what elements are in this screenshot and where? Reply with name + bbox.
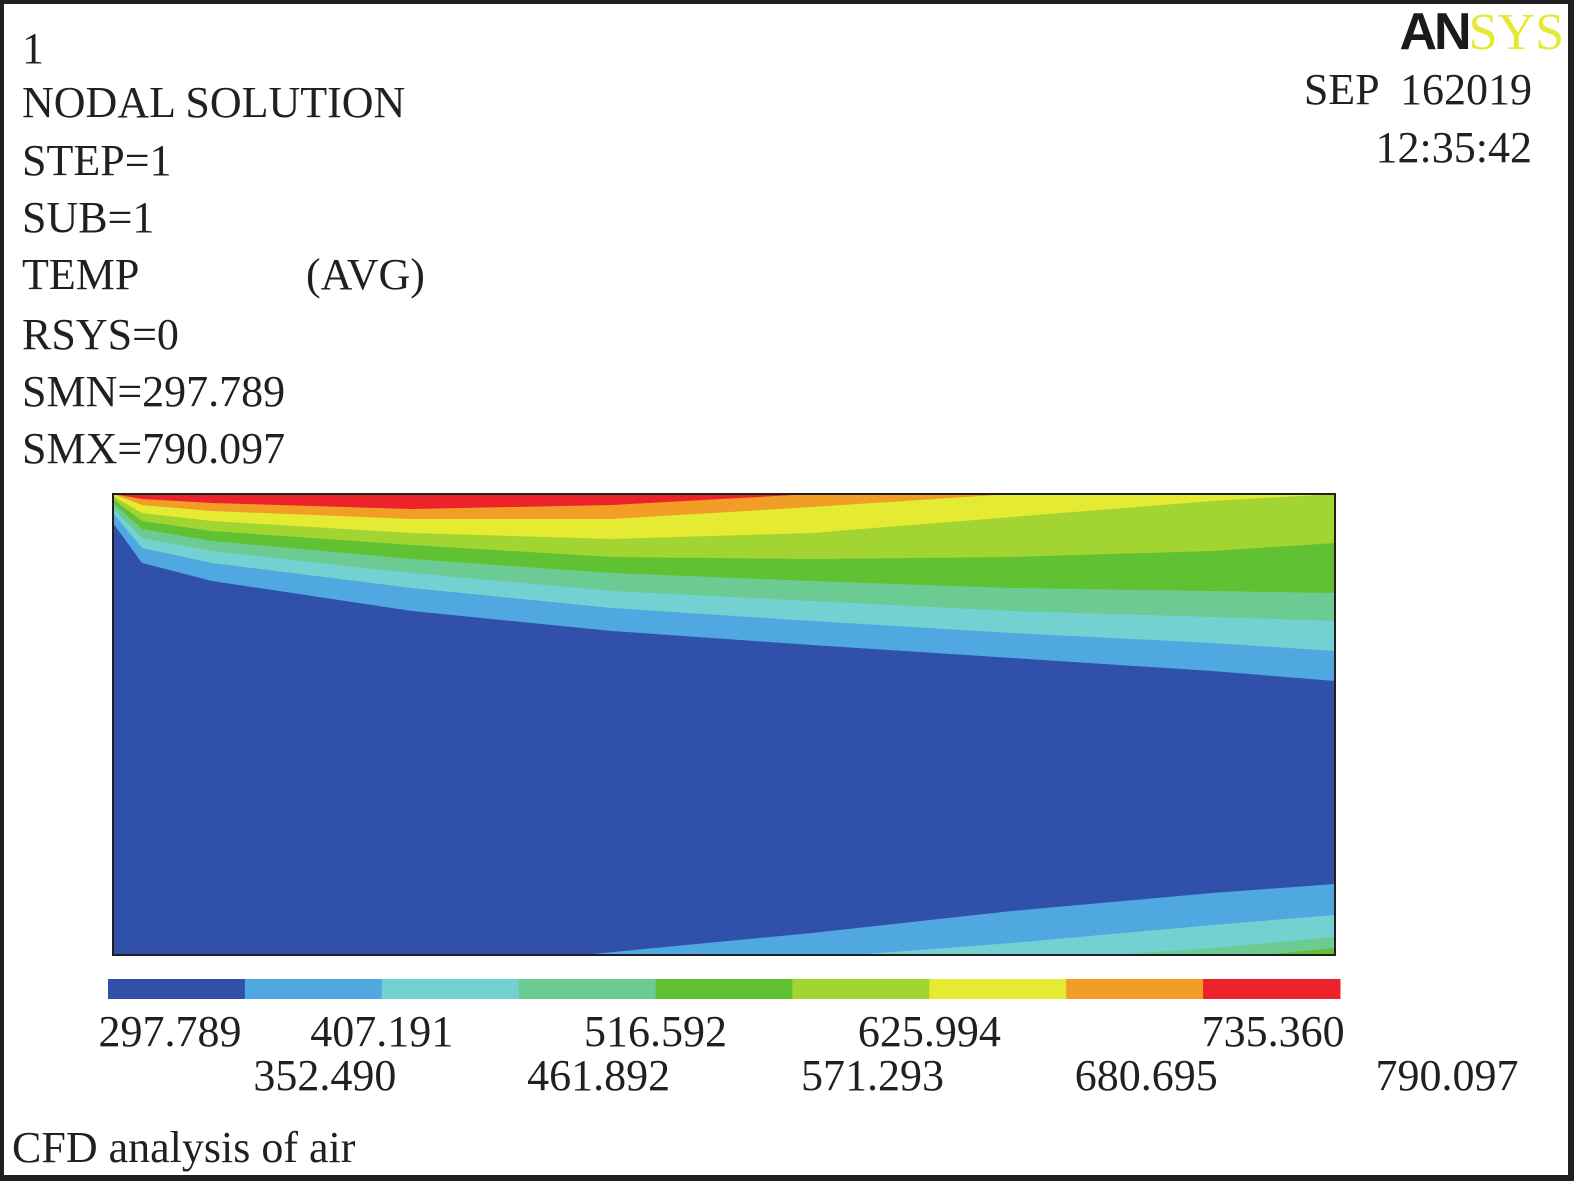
- legend-label-bottom-1: 461.892: [527, 1051, 671, 1100]
- legend-label-top-1: 407.191: [310, 1007, 454, 1056]
- legend-swatch-3: [518, 979, 657, 999]
- solution-type: NODAL SOLUTION: [22, 78, 406, 127]
- legend-label-bottom-4: 790.097: [1375, 1051, 1519, 1100]
- legend-swatch-2: [381, 979, 520, 999]
- contour-band-bottom-4: [1262, 948, 1335, 955]
- legend-label-bottom-3: 680.695: [1074, 1051, 1218, 1100]
- legend-label-top-0: 297.789: [98, 1007, 242, 1056]
- contour-band-bottom-3: [1112, 937, 1335, 955]
- sub-label: SUB=1: [22, 193, 155, 242]
- legend-label-bottom-0: 352.490: [253, 1051, 397, 1100]
- window-number: 1: [22, 24, 44, 73]
- contour-band-top-8: [113, 494, 1335, 509]
- legend-swatch-5: [792, 979, 930, 999]
- legend-label-bottom-2: 571.293: [800, 1051, 944, 1100]
- quantity-label: TEMP: [22, 250, 140, 299]
- legend-swatch-6: [929, 979, 1067, 999]
- legend-label-top-3: 625.994: [857, 1007, 1001, 1056]
- legend-swatch-4: [655, 979, 793, 999]
- time-label: 12:35:42: [1375, 123, 1532, 172]
- ansys-logo: ANSYS: [1399, 4, 1564, 61]
- caption: CFD analysis of air: [12, 1123, 356, 1172]
- legend-label-top-2: 516.592: [584, 1007, 728, 1056]
- smn-label: SMN=297.789: [22, 367, 286, 416]
- step-label: STEP=1: [22, 136, 172, 185]
- legend-swatch-8: [1203, 979, 1341, 999]
- date-label: SEP 162019: [1303, 65, 1532, 114]
- legend-swatch-0: [108, 979, 246, 999]
- legend-swatch-7: [1066, 979, 1204, 999]
- color-legend: [108, 979, 1341, 999]
- contour-plot: [112, 493, 1336, 956]
- legend-swatch-1: [244, 979, 383, 999]
- plot-border: [112, 493, 1336, 956]
- legend-label-top-4: 735.360: [1201, 1007, 1345, 1056]
- logo-part-sys: SYS: [1468, 4, 1564, 61]
- rsys-label: RSYS=0: [22, 310, 179, 359]
- smx-label: SMX=790.097: [22, 424, 286, 473]
- contour-band-bottom-2: [852, 915, 1335, 955]
- averaging-label: (AVG): [306, 250, 425, 299]
- logo-part-an: AN: [1399, 3, 1471, 61]
